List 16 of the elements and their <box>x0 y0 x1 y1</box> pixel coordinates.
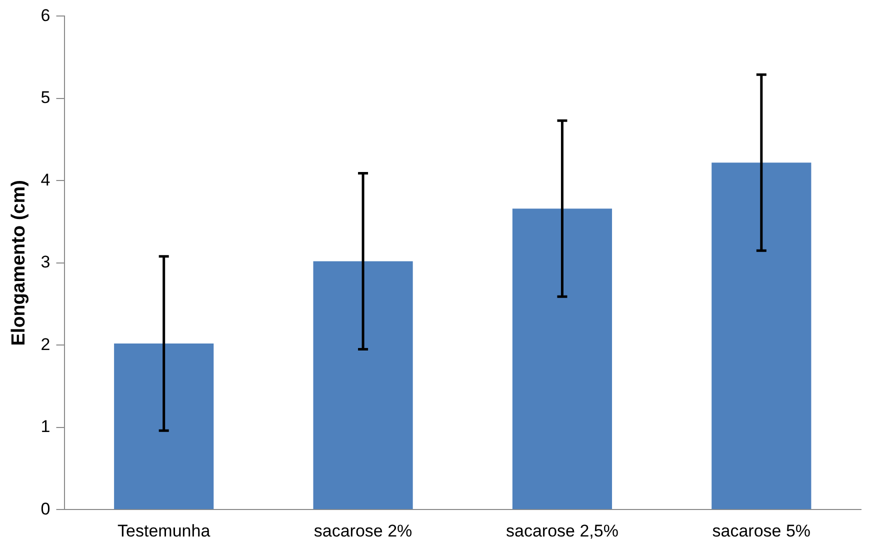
x-tick-label: sacarose 2% <box>314 521 412 540</box>
y-tick-label: 3 <box>40 252 50 272</box>
y-tick-label: 2 <box>40 334 50 354</box>
x-tick-label: Testemunha <box>118 521 211 540</box>
bar <box>512 208 612 510</box>
x-tick-label: sacarose 5% <box>712 521 811 540</box>
y-tick-label: 0 <box>40 499 50 518</box>
y-tick-label: 6 <box>40 6 50 25</box>
bar <box>313 261 413 510</box>
y-tick-label: 4 <box>40 170 50 190</box>
bar <box>712 162 812 510</box>
y-tick-label: 5 <box>40 88 50 108</box>
y-tick-label: 1 <box>40 417 50 436</box>
x-tick-label: sacarose 2,5% <box>506 521 618 540</box>
y-axis-title: Elongamento (cm) <box>8 180 30 346</box>
bar <box>114 343 214 510</box>
